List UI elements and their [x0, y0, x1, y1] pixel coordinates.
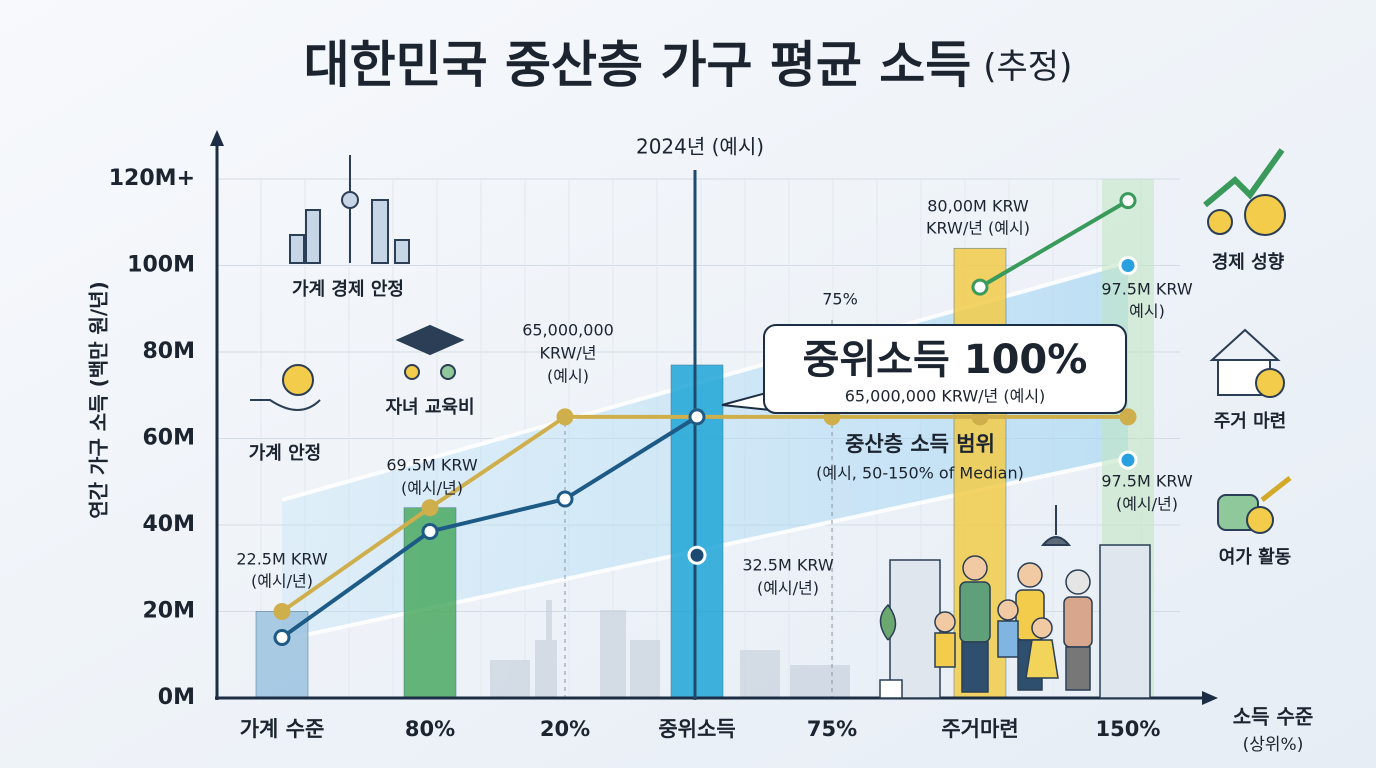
data-point: [421, 522, 439, 540]
skyline: [490, 600, 850, 698]
callout-title: 중위소득 100%: [803, 337, 1088, 383]
band-subtitle: (예시, 50-150% of Median): [816, 464, 1024, 483]
annotation: 97.5M KRW: [1101, 280, 1192, 299]
icons: [250, 148, 1292, 546]
data-point: [421, 499, 439, 517]
data-point: [687, 545, 707, 565]
annotation: KRW/년 (예시): [926, 219, 1030, 238]
icon-label: 주거 마련: [1214, 411, 1287, 432]
family-illustration: [879, 544, 1151, 699]
icon-label: 자녀 교육비: [385, 397, 474, 418]
y-axis-arrow: [210, 130, 224, 146]
annotation: (예시/년): [251, 572, 313, 591]
series-line: [978, 198, 1130, 289]
y-tick-label: 60M: [142, 426, 195, 451]
title-suffix: (추정): [983, 47, 1072, 87]
chart-title: 대한민국 중산층 가구 평균 소득 (추정): [304, 36, 1073, 94]
y-tick-label: 100M: [127, 253, 195, 278]
x-tick-label: 가계 수준: [240, 717, 325, 741]
data-point: [556, 408, 574, 426]
y-tick-label: 0M: [158, 685, 195, 710]
icon-label: 가계 안정: [249, 443, 322, 464]
data-point: [556, 490, 574, 508]
series-line: [280, 415, 699, 640]
icon-label: 경제 성향: [1212, 252, 1285, 273]
annotation: 22.5M KRW: [236, 550, 327, 569]
x-tick-label: 주거마련: [941, 717, 1018, 741]
data-point: [1118, 256, 1138, 275]
annotation: 32.5M KRW: [742, 556, 833, 575]
data-point: [273, 628, 291, 646]
annotation: (예시/년): [1116, 495, 1178, 514]
year-label: 2024년 (예시): [636, 135, 764, 159]
y-axis-title: 연간 가구 소득 (백만 원/년): [87, 281, 111, 518]
title-main: 대한민국 중산층 가구 평균 소득: [304, 36, 972, 94]
annotation: (예시/년): [757, 579, 819, 598]
band-title: 중산층 소득 범위: [845, 432, 995, 456]
data-point: [273, 603, 291, 620]
data-point: [1118, 450, 1138, 470]
data-point: [1119, 192, 1137, 210]
y-tick-label: 80M: [142, 339, 195, 364]
y-tick-label: 40M: [142, 512, 195, 537]
annotation: 예시): [1129, 302, 1165, 321]
annotation: 65,000,000: [522, 321, 614, 340]
annotation: 80,00M KRW: [927, 197, 1029, 216]
y-tick-label: 20M: [142, 599, 195, 624]
data-point: [688, 408, 706, 426]
icon-label: 가계 경제 안정: [292, 279, 404, 300]
x-axis-subtitle: (상위%): [1243, 735, 1304, 755]
x-tick-label: 중위소득: [658, 717, 735, 741]
x-axis-arrow: [1202, 691, 1218, 705]
callout-box: [763, 324, 1127, 414]
annotation: 97.5M KRW: [1101, 472, 1192, 491]
icon-label: 여가 활동: [1219, 547, 1292, 568]
callout-subtitle: 65,000,000 KRW/년 (예시): [845, 387, 1046, 406]
x-tick-label: 150%: [1096, 717, 1161, 741]
annotation: KRW/년: [540, 344, 597, 363]
x-tick-label: 75%: [807, 717, 857, 741]
annotation: (예시): [547, 367, 589, 386]
annotation: 75%: [822, 290, 858, 309]
y-tick-label: 120M+: [109, 166, 195, 191]
annotation: (예시/년): [401, 479, 463, 498]
data-point: [971, 278, 989, 296]
data-point: [1119, 408, 1137, 426]
lines: [273, 192, 1138, 646]
x-tick-label: 20%: [540, 717, 590, 741]
annotation: 69.5M KRW: [386, 456, 477, 475]
x-tick-label: 80%: [405, 717, 455, 741]
x-axis-title: 소득 수준: [1233, 705, 1314, 729]
